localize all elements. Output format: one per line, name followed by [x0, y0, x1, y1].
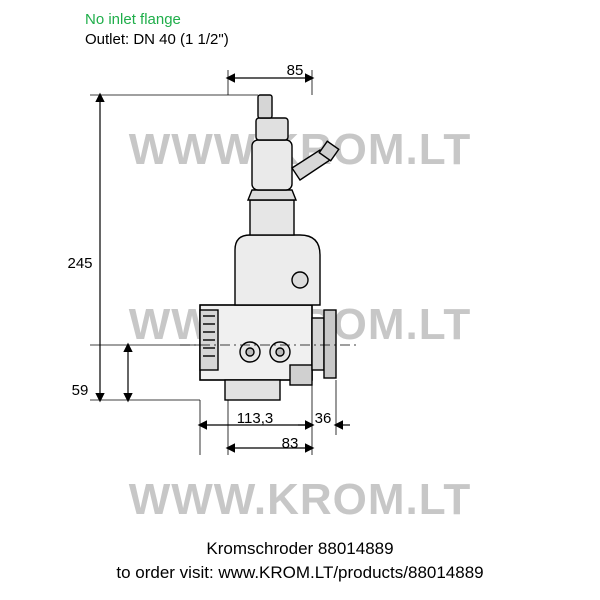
- inlet-label: No inlet flange: [85, 11, 181, 28]
- order-url: www.KROM.LT/products/88014889: [218, 563, 483, 582]
- brand-label: Kromschroder: [206, 539, 313, 558]
- order-prefix: to order visit:: [116, 563, 218, 582]
- technical-drawing: [0, 40, 600, 500]
- footer-block: Kromschroder 88014889 to order visit: ww…: [0, 537, 600, 586]
- part-number: 88014889: [318, 539, 394, 558]
